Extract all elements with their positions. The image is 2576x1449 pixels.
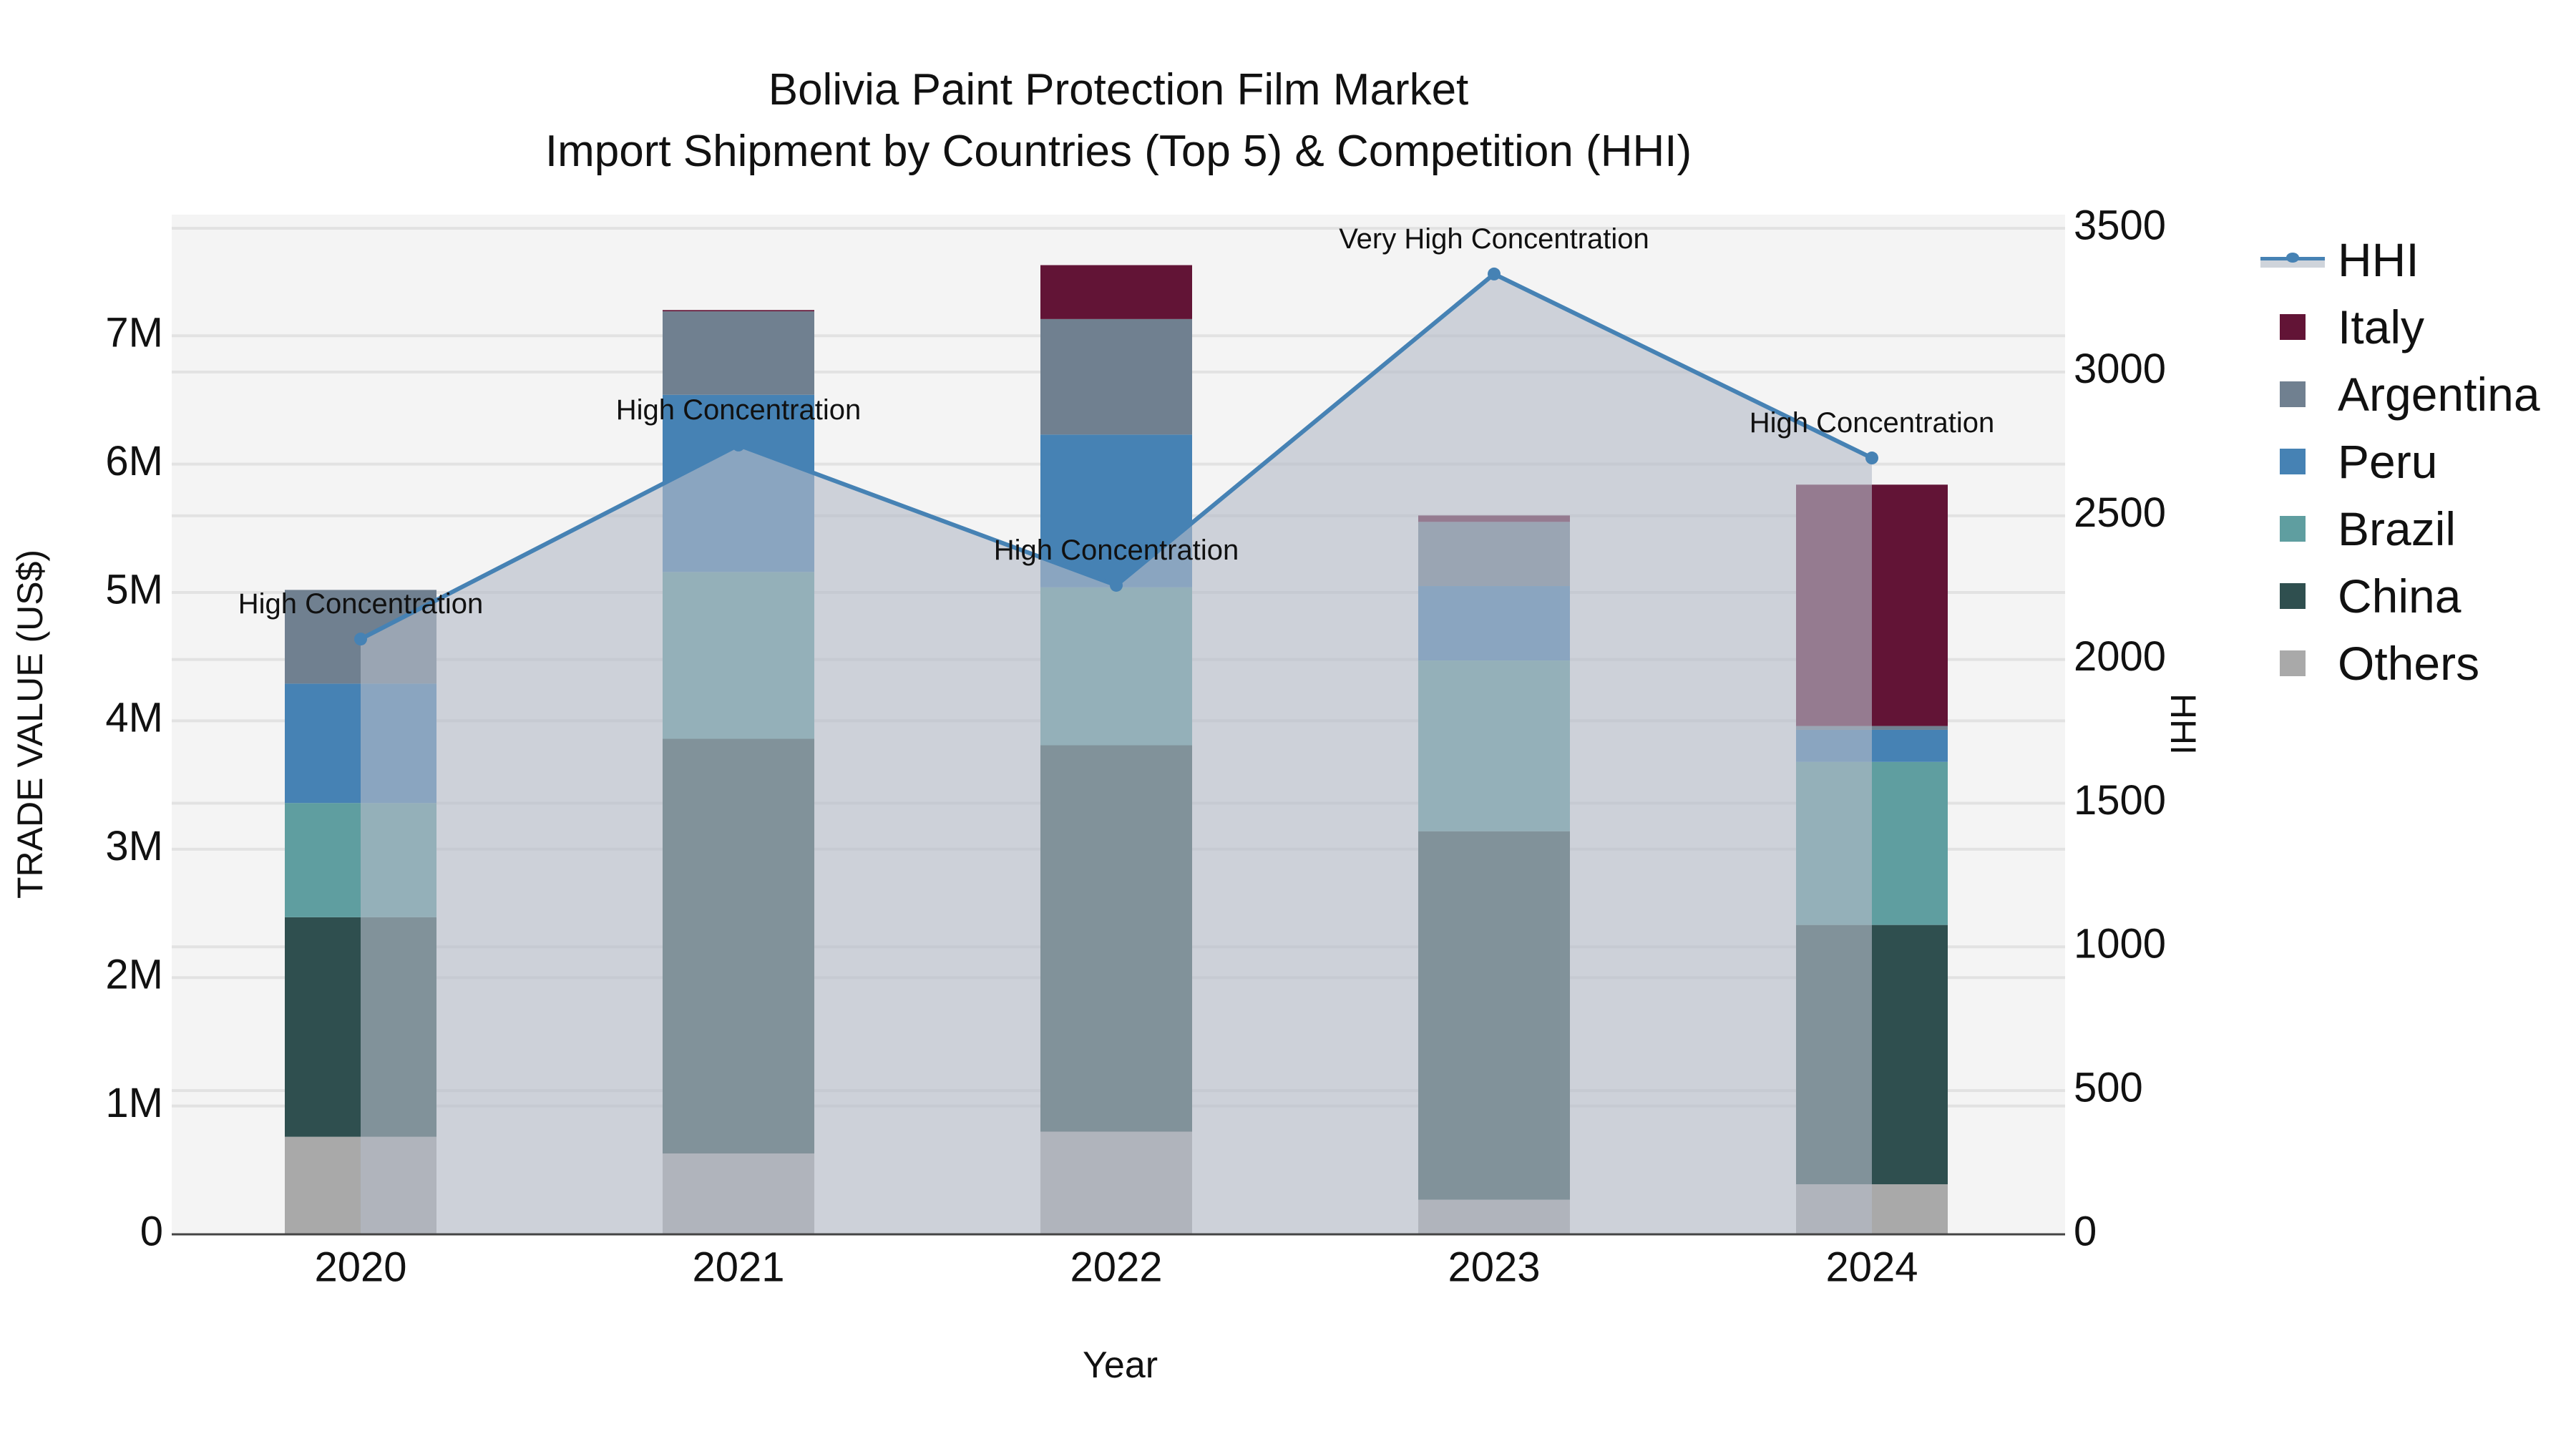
x-axis-ticks: 2020 2021 2022 2023 2024 [314,1244,1918,1290]
hhi-point-2024[interactable] [1865,452,1878,465]
legend-swatch-icon [2280,583,2306,609]
hhi-annotations: High Concentration High Concentration High… [238,223,1994,620]
y-axis-right-ticks: 0 500 1000 1500 2000 2500 3000 3500 [2074,202,2166,1254]
y-right-tick-label: 2500 [2074,489,2166,536]
y-axis-left-ticks: 0 1M 2M 3M 4M 5M 6M 7M [105,310,163,1255]
y-left-tick-label: 5M [105,566,163,613]
legend-item-hhi[interactable]: HHI [2254,228,2569,292]
y-right-tick-label: 0 [2074,1208,2097,1254]
y-axis-right-title: HHI [2163,693,2203,755]
legend-item-china[interactable]: China [2254,564,2569,628]
hhi-area [361,273,1872,1234]
hhi-point-2023[interactable] [1488,267,1501,280]
legend-item-brazil[interactable]: Brazil [2254,497,2569,561]
y-right-tick-label: 3000 [2074,346,2166,392]
y-right-tick-label: 1500 [2074,777,2166,824]
annotation-label: High Concentration [616,394,861,426]
y-right-tick-label: 1000 [2074,921,2166,967]
annotation-label: Very High Concentration [1339,223,1649,255]
legend-swatch-icon [2280,381,2306,407]
y-left-tick-label: 1M [105,1080,163,1126]
bar-segment-argentina[interactable] [663,311,814,395]
legend-item-italy[interactable]: Italy [2254,295,2569,359]
bar-segment-argentina[interactable] [1040,318,1192,435]
y-axis-left-title: TRADE VALUE (US$) [10,550,50,899]
y-left-tick-label: 6M [105,438,163,484]
legend-label: Argentina [2338,368,2540,421]
x-tick-label: 2020 [314,1244,406,1290]
chart-title-line-2: Import Shipment by Countries (Top 5) & C… [545,127,1692,176]
legend-label: Peru [2338,435,2438,488]
legend-line-marker-icon [2260,253,2325,268]
legend-label: Brazil [2338,502,2457,555]
x-axis-title: Year [1083,1345,1158,1386]
y-right-tick-label: 500 [2074,1064,2143,1111]
annotation-label: High Concentration [238,588,483,620]
legend-label: Italy [2338,301,2425,353]
annotation-label: High Concentration [994,535,1239,566]
legend-swatch-icon [2280,314,2306,340]
bar-segment-italy[interactable] [1040,265,1192,319]
legend-item-argentina[interactable]: Argentina [2254,362,2569,426]
hhi-line[interactable] [354,267,1878,646]
legend-swatch-icon [2280,650,2306,676]
legend-swatch-icon [2280,516,2306,542]
legend-item-peru[interactable]: Peru [2254,429,2569,494]
x-tick-label: 2021 [692,1244,784,1290]
hhi-point-2021[interactable] [732,438,745,452]
hhi-point-2020[interactable] [354,633,367,646]
annotation-label: High Concentration [1750,407,1994,439]
hhi-point-2022[interactable] [1110,578,1123,592]
y-left-tick-label: 2M [105,952,163,998]
legend-label: Others [2338,637,2480,690]
y-left-tick-label: 4M [105,695,163,741]
y-left-tick-label: 7M [105,310,163,356]
y-right-tick-label: 3500 [2074,202,2166,248]
legend-label: HHI [2338,233,2419,286]
y-left-tick-label: 3M [105,823,163,869]
legend-swatch-icon [2280,449,2306,474]
legend-label: China [2338,570,2462,623]
x-tick-label: 2024 [1825,1244,1918,1290]
chart-title-line-1: Bolivia Paint Protection Film Market [768,65,1469,114]
y-right-tick-label: 2000 [2074,633,2166,680]
x-tick-label: 2022 [1070,1244,1162,1290]
y-left-tick-label: 0 [140,1208,163,1254]
legend-item-others[interactable]: Others [2254,631,2569,696]
x-tick-label: 2023 [1448,1244,1540,1290]
bar-segment-italy[interactable] [663,310,814,312]
